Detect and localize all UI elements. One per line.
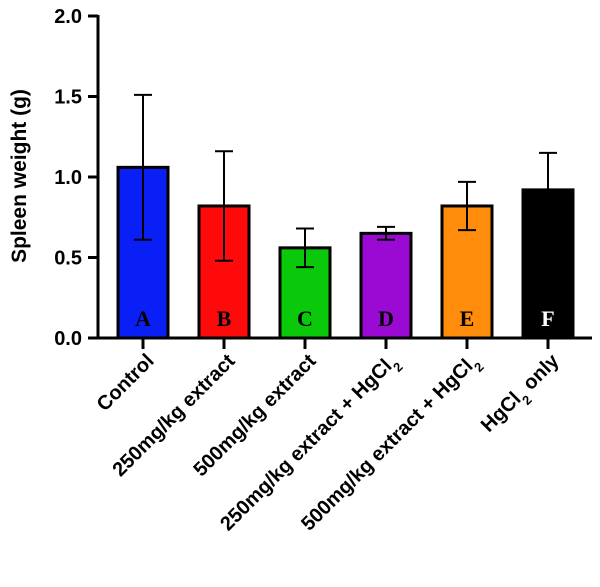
x-tick-label: Control bbox=[93, 350, 159, 416]
y-tick-label: 1.0 bbox=[54, 167, 82, 189]
y-tick-label: 1.5 bbox=[54, 87, 82, 109]
bars bbox=[116, 165, 575, 340]
bar-letter: B bbox=[217, 306, 232, 331]
y-tick-label: 0.5 bbox=[54, 248, 82, 270]
error-bars bbox=[134, 93, 557, 269]
axes: 0.0 0.5 1.0 1.5 2.0 bbox=[54, 6, 592, 350]
bar-letter: C bbox=[297, 306, 313, 331]
x-tick-label: HgCl2 only bbox=[477, 349, 568, 440]
y-axis-label: Spleen weight (g) bbox=[8, 89, 31, 263]
bar-letter: E bbox=[460, 306, 475, 331]
bar-letters: A B C D E F bbox=[135, 306, 555, 331]
y-tick-label: 0.0 bbox=[54, 328, 82, 350]
bar bbox=[359, 231, 413, 340]
y-tick-label: 2.0 bbox=[54, 6, 82, 28]
bar-letter: F bbox=[541, 306, 554, 331]
bar-letter: D bbox=[378, 306, 394, 331]
bar-letter: A bbox=[135, 306, 151, 331]
x-tick-label: 500mg/kg extract + HgCl2 bbox=[297, 350, 486, 539]
